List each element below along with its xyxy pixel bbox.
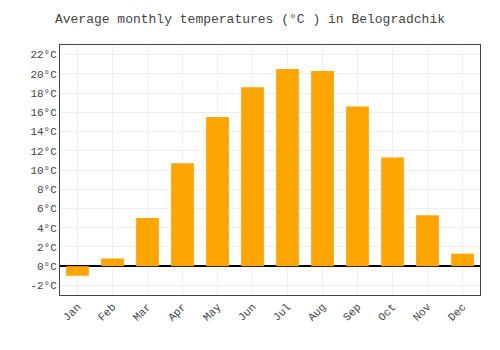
svg-text:Jan: Jan [61,301,83,323]
svg-text:Feb: Feb [96,301,118,323]
svg-text:Sep: Sep [341,301,363,323]
svg-text:4°C: 4°C [37,223,57,235]
svg-text:10°C: 10°C [30,165,57,177]
svg-text:Jul: Jul [271,301,293,323]
svg-text:Oct: Oct [376,301,398,323]
svg-text:14°C: 14°C [30,126,57,138]
svg-text:12°C: 12°C [30,146,57,158]
svg-text:6°C: 6°C [37,203,57,215]
svg-text:18°C: 18°C [30,88,57,100]
svg-text:8°C: 8°C [37,184,57,196]
svg-text:Jun: Jun [236,301,258,323]
svg-text:22°C: 22°C [30,49,57,61]
svg-text:0°C: 0°C [37,261,57,273]
svg-text:Mar: Mar [131,301,153,323]
svg-text:-2°C: -2°C [30,280,57,292]
svg-text:Apr: Apr [166,301,188,323]
svg-text:20°C: 20°C [30,69,57,81]
svg-text:Aug: Aug [306,301,328,323]
svg-text:16°C: 16°C [30,107,57,119]
svg-text:2°C: 2°C [37,242,57,254]
svg-text:Average monthly temperatures (: Average monthly temperatures (°C ) in Be… [55,12,445,27]
svg-text:Dec: Dec [446,301,468,323]
svg-text:Nov: Nov [411,301,434,324]
svg-text:May: May [201,301,224,324]
